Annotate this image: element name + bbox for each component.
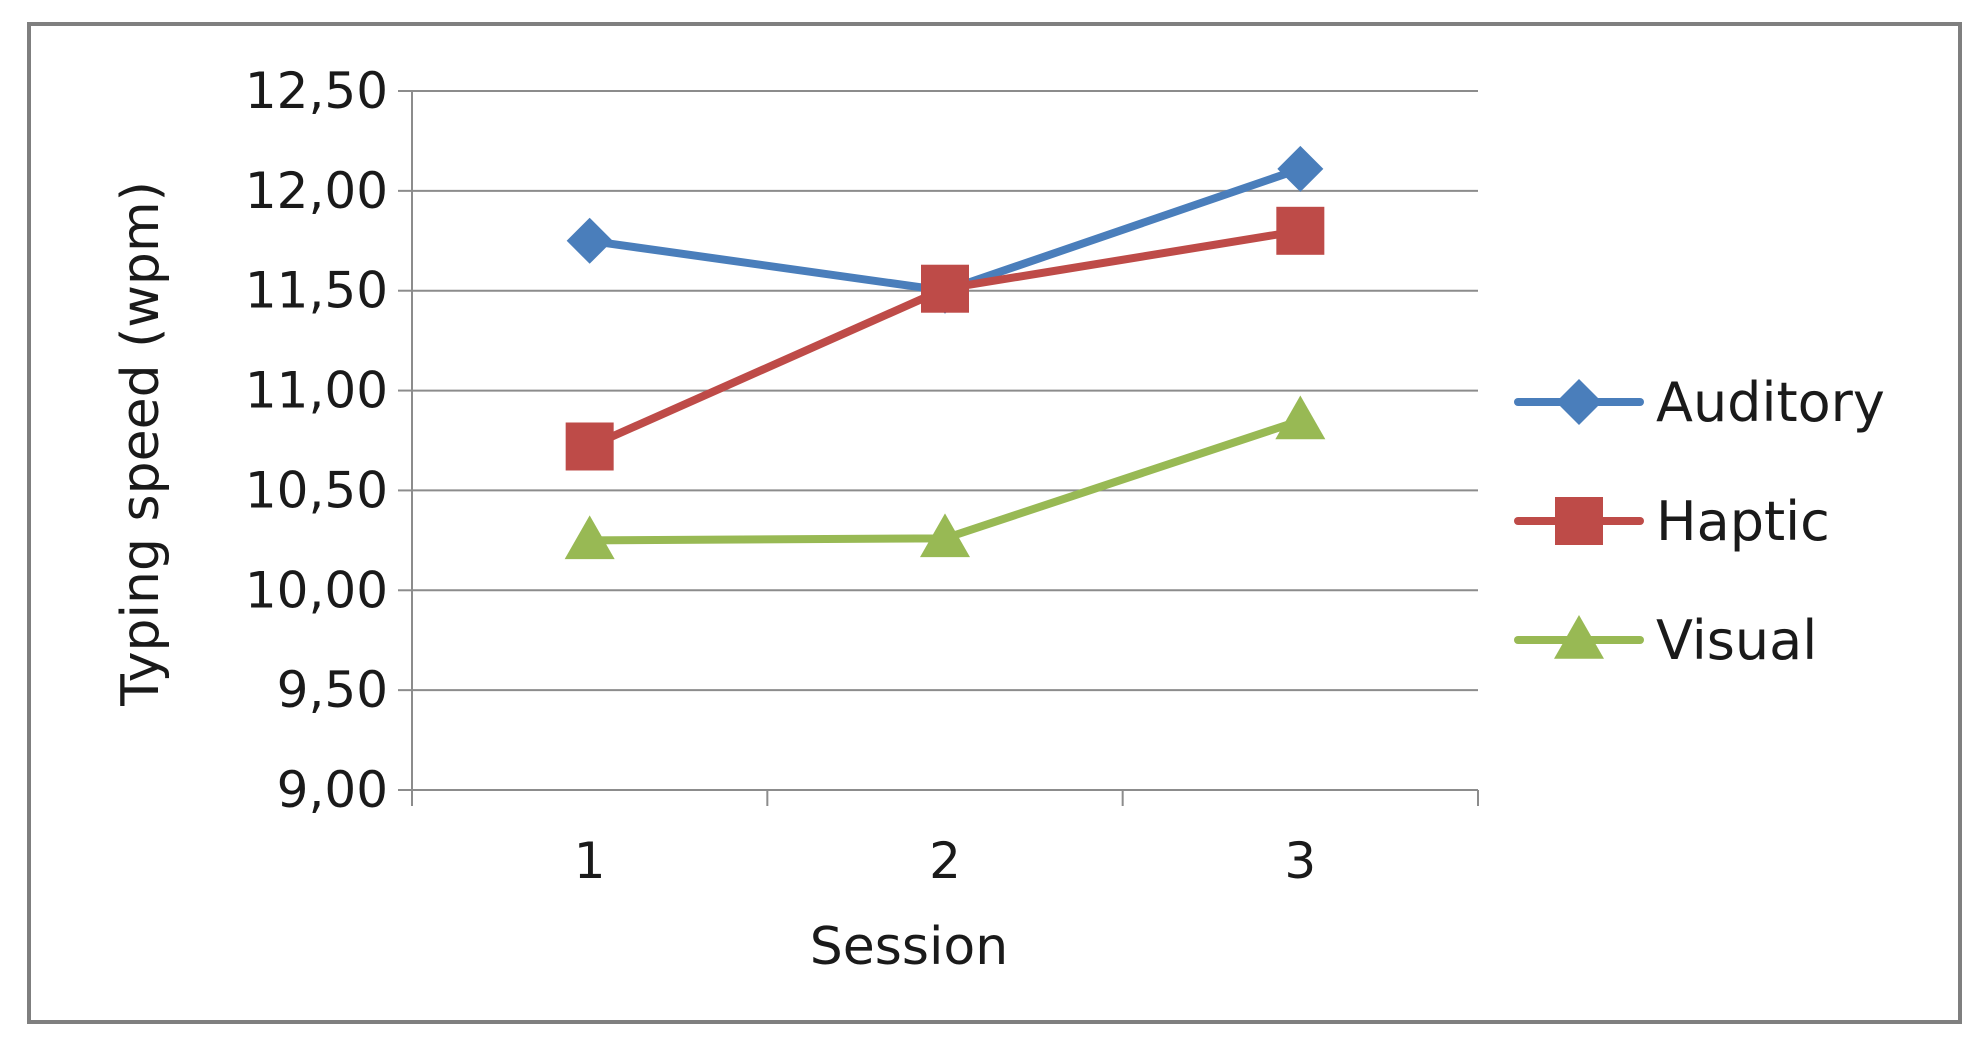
series-line-haptic [585, 226, 1305, 451]
legend-label-auditory: Auditory [1656, 371, 1885, 434]
legend-item-visual: Visual [1514, 609, 1817, 672]
y-tick-label: 12,00 [245, 162, 388, 220]
y-tick-label: 11,50 [245, 262, 388, 320]
legend-marker-haptic [1555, 497, 1603, 545]
y-tick-label: 9,50 [277, 661, 388, 719]
y-tick-labels: 9,00 9,50 10,00 10,50 11,00 11,50 12,00 12,50 [245, 62, 388, 819]
data-point-visual [564, 515, 615, 560]
data-point-haptic [1276, 206, 1325, 255]
data-point-visual [920, 513, 970, 558]
series-visual [564, 395, 1326, 560]
legend-label-haptic: Haptic [1656, 490, 1830, 553]
x-tick-label: 3 [1284, 832, 1316, 890]
y-axis-title: Typing speed (wpm) [111, 181, 171, 707]
y-tick-label: 10,50 [245, 461, 388, 519]
series-group [564, 145, 1326, 560]
series-haptic [565, 206, 1325, 471]
legend-label-visual: Visual [1656, 609, 1817, 672]
y-tick-label: 11,00 [245, 362, 388, 420]
gridlines [412, 90, 1478, 692]
legend: Auditory Haptic Visual [1514, 371, 1885, 672]
y-tick-label: 10,00 [245, 561, 388, 619]
x-tick-label: 2 [929, 832, 961, 890]
legend-item-haptic: Haptic [1514, 490, 1830, 553]
legend-marker-visual [1554, 615, 1604, 659]
data-point-visual [1275, 395, 1326, 440]
x-tick-labels: 1 2 3 [574, 832, 1316, 890]
y-tick-label: 12,50 [245, 62, 388, 120]
legend-item-auditory: Auditory [1514, 371, 1885, 434]
data-point-auditory [566, 217, 613, 264]
axes [398, 90, 1479, 806]
data-point-haptic [565, 422, 614, 471]
data-point-haptic [921, 264, 969, 313]
x-axis-title: Session [810, 917, 1008, 977]
legend-marker-auditory [1556, 379, 1602, 425]
y-tick-label: 9,00 [277, 761, 388, 819]
data-point-auditory [1277, 145, 1324, 192]
x-tick-label: 1 [574, 832, 606, 890]
